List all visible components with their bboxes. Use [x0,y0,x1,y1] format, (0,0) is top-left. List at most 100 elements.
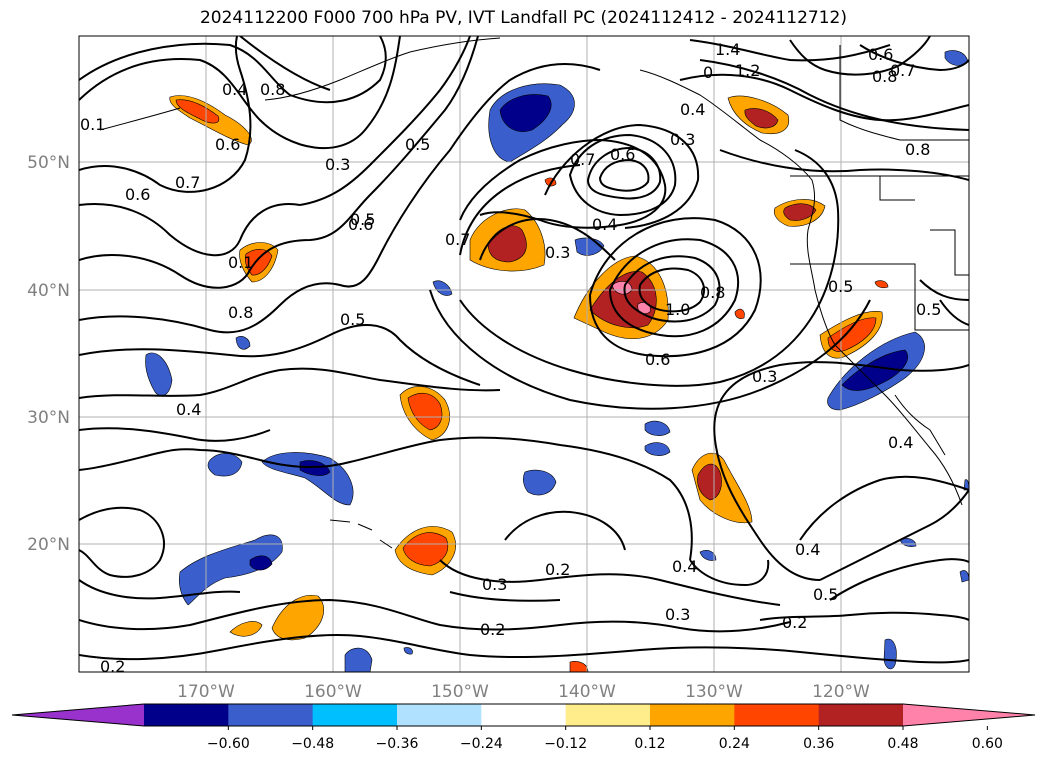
lat-tick-label: 50°N [27,153,70,173]
positive-anomaly [402,532,449,567]
contour-label: 0.2 [545,560,570,579]
contour-label: 0.6 [215,135,240,154]
colorbar-tick-label: 0.36 [803,736,834,752]
negative-anomaly [235,336,251,350]
contour-label: 0.2 [782,613,807,632]
negative-anomaly [699,550,717,561]
colorbar-ticks: −0.60 −0.48 −0.36 −0.24 −0.12 0.12 0.24 0.36 0.4… [207,726,1003,752]
contour-label: 0.4 [795,540,820,559]
colorbar-tick-label: 0.60 [972,736,1003,752]
colorbar-tick-label: −0.24 [460,736,503,752]
negative-anomaly [883,638,897,670]
contour-labels: 1.4 1.2 0 0.6 0.7 0.8 0.4 0.3 0.7 0.6 0.… [80,40,941,676]
positive-anomaly [874,280,889,289]
contour-label: 0.6 [125,185,150,204]
pv-contours [79,36,969,664]
colorbar-swatch [397,704,482,726]
positive-anomaly [697,463,722,501]
figure-title: 2024112200 F000 700 hPa PV, IVT Landfall… [199,8,847,28]
contour-label: 1.4 [715,40,740,59]
contour-label: 0.8 [260,80,285,99]
colorbar-swatch [734,704,820,726]
colorbar-tick-label: 0.12 [634,736,665,752]
lon-tick-labels: 170°W 160°W 150°W 140°W 130°W 120°W [177,682,870,702]
contour-label: 0.6 [868,45,893,64]
contour-label: 0.2 [480,620,505,639]
lat-tick-label: 40°N [27,281,70,301]
contour-label: 0.3 [482,575,507,594]
colorbar-swatch [650,704,735,726]
negative-anomaly [523,469,557,496]
colorbar-swatch [144,704,229,726]
contour-label: 0.8 [700,283,725,302]
contour-label: 0 [703,63,713,82]
contour-label: 1.2 [735,61,760,80]
positive-anomaly [229,621,263,637]
contour-label: 0.6 [348,215,373,234]
colorbar: −0.60 −0.48 −0.36 −0.24 −0.12 0.12 0.24 0.36 0.4… [11,703,1036,752]
negative-anomaly [344,647,373,672]
contour-label: 0.4 [680,100,705,119]
colorbar-swatch [228,704,314,726]
lon-tick-label: 130°W [685,682,743,702]
colorbar-tick-label: −0.60 [207,736,250,752]
colorbar-swatch [565,704,651,726]
contour-label: 0.3 [545,243,570,262]
colorbar-tick-label: −0.48 [291,736,334,752]
colorbar-swatch [12,704,144,726]
colorbar-swatch [481,704,567,726]
contour-label: 0.5 [916,300,941,319]
contour-label: 0.7 [570,150,595,169]
coastlines [99,37,969,549]
contour-label: 0.5 [350,210,375,229]
colorbar-tick-label: 0.24 [719,736,750,752]
positive-anomaly [783,203,817,221]
negative-anomaly [145,352,173,396]
contour-label: 0.1 [80,115,105,134]
pc-shading [145,50,969,672]
negative-anomaly [841,349,908,391]
negative-anomaly [644,420,671,436]
contour-label: 0.5 [340,310,365,329]
contour-label: 0.8 [872,67,897,86]
plot-area: 1.4 1.2 0 0.6 0.7 0.8 0.4 0.3 0.7 0.6 0.… [79,36,969,676]
positive-anomaly [734,308,745,319]
contour-label: 0.3 [325,155,350,174]
contour-label: 0.3 [752,367,777,386]
contour-label: 0.4 [176,400,201,419]
positive-anomaly [637,302,651,314]
contour-label: 0.8 [228,303,253,322]
negative-anomaly [644,442,671,456]
lon-tick-label: 170°W [177,682,235,702]
colorbar-swatch [818,704,904,726]
contour-label: 0.3 [670,130,695,149]
colorbar-swatches [11,703,1036,727]
negative-anomaly [499,94,552,132]
contour-label: 0.5 [813,585,838,604]
lat-tick-label: 20°N [27,535,70,555]
contour-label: 0.6 [645,350,670,369]
negative-anomaly [249,555,273,571]
colorbar-tick-label: −0.36 [376,736,419,752]
plot-frame [78,35,970,673]
lat-tick-label: 30°N [27,408,70,428]
contour-label: 0.5 [405,135,430,154]
contour-label: 0.4 [672,557,697,576]
positive-anomaly [175,99,220,124]
lon-tick-label: 140°W [558,682,616,702]
contour-label: 0.2 [100,657,125,676]
contour-label: 0.7 [445,230,470,249]
contour-label: 1.0 [665,300,690,319]
contour-label: 0.5 [828,277,853,296]
contour-label: 0.3 [665,605,690,624]
negative-anomaly [403,647,413,655]
lon-tick-label: 160°W [304,682,362,702]
positive-anomaly [827,317,877,352]
colorbar-tick-label: 0.48 [887,736,918,752]
contour-label: 0.8 [905,140,930,159]
lat-tick-labels: 50°N 40°N 30°N 20°N [27,153,70,555]
negative-anomaly [299,460,331,476]
lon-tick-label: 120°W [812,682,870,702]
graticule [79,36,969,672]
